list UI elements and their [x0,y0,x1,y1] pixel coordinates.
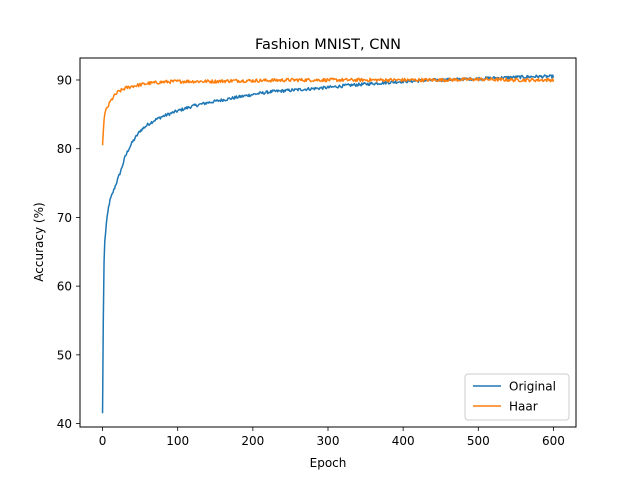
x-tick-label: 600 [542,434,565,448]
x-axis: 0 100 200 300 400 500 600 [99,427,565,448]
y-tick-label: 40 [57,417,72,431]
x-tick-label: 400 [392,434,415,448]
legend-label-original: Original [509,380,556,394]
y-axis: 40 50 60 70 80 90 [57,73,80,431]
y-tick-label: 60 [57,280,72,294]
y-axis-label: Accuracy (%) [32,202,46,281]
y-tick-label: 80 [57,142,72,156]
legend-label-haar: Haar [509,400,538,414]
chart-title: Fashion MNIST, CNN [255,37,401,53]
y-tick-label: 90 [57,73,72,87]
x-tick-label: 300 [317,434,340,448]
plot-area [101,74,555,414]
series-line-haar [101,77,555,146]
x-tick-label: 100 [166,434,189,448]
x-axis-label: Epoch [310,456,347,470]
y-tick-label: 70 [57,211,72,225]
legend: Original Haar [464,373,570,421]
x-tick-label: 0 [99,434,107,448]
x-tick-label: 500 [467,434,490,448]
y-tick-label: 50 [57,348,72,362]
x-tick-label: 200 [241,434,264,448]
